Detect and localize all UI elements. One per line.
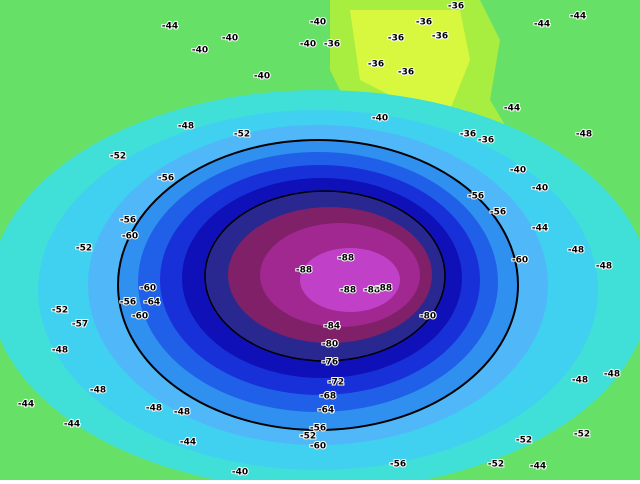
contour-label: -40: [372, 114, 388, 124]
contour-label: -48: [178, 122, 194, 132]
contour-label: -48: [572, 376, 588, 386]
contour-label: -48: [174, 408, 190, 418]
contour-label: -80: [322, 340, 338, 350]
contour-label: -36: [432, 32, 448, 42]
contour-label: -48: [90, 386, 106, 396]
contour-label: -44: [570, 12, 586, 22]
contour-label: -40: [532, 184, 548, 194]
contour-label: -44: [532, 224, 548, 234]
contour-label: -88: [364, 286, 380, 296]
contour-label: -36: [388, 34, 404, 44]
contour-label: -48: [604, 370, 620, 380]
warm-core: [350, 10, 470, 110]
contour-label: -56: [310, 424, 326, 434]
contour-label: -44: [162, 22, 178, 32]
contour-label: -60: [310, 442, 326, 452]
contour-label: -52: [300, 432, 316, 442]
contour-label: -60: [122, 232, 138, 242]
contour-label: -36: [324, 40, 340, 50]
contour-label: -88: [340, 286, 356, 296]
contour-band: [300, 248, 400, 312]
contour-label: -40: [232, 468, 248, 478]
contour-label: -72: [328, 378, 344, 388]
contour-label: -60: [140, 284, 156, 294]
contour-label: -36: [416, 18, 432, 28]
contour-label: -57: [72, 320, 88, 330]
contour-label: -44: [180, 438, 196, 448]
contour-label: -56: [490, 208, 506, 218]
contour-label: -68: [320, 392, 336, 402]
contour-label: -52: [110, 152, 126, 162]
contour-label: -52: [234, 130, 250, 140]
contour-label: -36: [478, 136, 494, 146]
contour-label: -56: [158, 174, 174, 184]
contour-label: -36: [398, 68, 414, 78]
contour-label: -40: [222, 34, 238, 44]
contour-label: -88: [376, 284, 392, 294]
contour-label: -48: [576, 130, 592, 140]
contour-label: -56: [120, 216, 136, 226]
contour-label: -84: [324, 322, 340, 332]
contour-label: -40: [510, 166, 526, 176]
contour-label: -44: [534, 20, 550, 30]
contour-label: -64: [144, 298, 160, 308]
contour-label: -76: [322, 358, 338, 368]
contour-label: -40: [254, 72, 270, 82]
contour-label: -44: [64, 420, 80, 430]
contour-label: -52: [76, 244, 92, 254]
contour-label: -56: [390, 460, 406, 470]
contour-label: -64: [318, 406, 334, 416]
contour-label: -52: [488, 460, 504, 470]
contour-label: -44: [530, 462, 546, 472]
contour-label: -40: [192, 46, 208, 56]
contour-label: -56: [468, 192, 484, 202]
contour-label: -52: [516, 436, 532, 446]
contour-label: -60: [132, 312, 148, 322]
contour-label: -88: [338, 254, 354, 264]
contour-label: -36: [460, 130, 476, 140]
contour-label: -36: [448, 2, 464, 12]
contour-label: -60: [512, 256, 528, 266]
contour-label: -36: [368, 60, 384, 70]
contour-label: -48: [568, 246, 584, 256]
contour-label: -88: [296, 266, 312, 276]
contour-label: -44: [504, 104, 520, 114]
thick-contour: [204, 190, 446, 362]
contour-label: -48: [146, 404, 162, 414]
contour-label: -52: [574, 430, 590, 440]
contour-label: -44: [18, 400, 34, 410]
contour-label: -48: [596, 262, 612, 272]
thick-contour: [117, 139, 519, 431]
contour-label: -56: [120, 298, 136, 308]
contour-label: -52: [52, 306, 68, 316]
contour-label: -40: [300, 40, 316, 50]
contour-label: -80: [420, 312, 436, 322]
contour-label: -48: [52, 346, 68, 356]
contour-label: -40: [310, 18, 326, 28]
